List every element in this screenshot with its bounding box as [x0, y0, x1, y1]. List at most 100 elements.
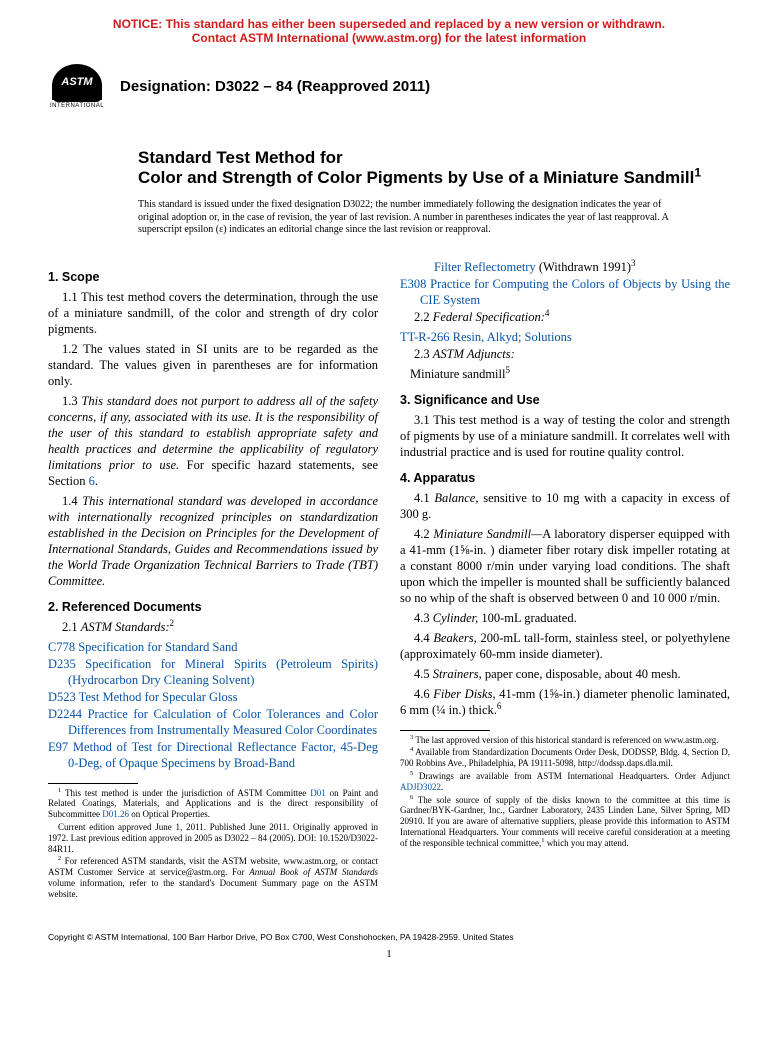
document-page: NOTICE: This standard has either been su… [0, 0, 778, 984]
designation-text: Designation: D3022 – 84 (Reapproved 2011… [120, 78, 430, 95]
ref-d235: D235 Specification for Mineral Spirits (… [48, 656, 378, 688]
t: This test method is under the jurisdicti… [61, 788, 310, 798]
t: 4.5 [414, 667, 433, 681]
refs-head: 2. Referenced Documents [48, 599, 378, 615]
footnote-6: 6 The sole source of supply of the disks… [400, 795, 730, 849]
t: Miniature Sandmill— [433, 527, 542, 541]
link-d523[interactable]: D523 [48, 690, 76, 704]
app-4-6: 4.6 Fiber Disks, 41-mm (1⅝-in.) diameter… [400, 686, 730, 718]
t: 4.3 [414, 611, 433, 625]
t: Federal Specification: [433, 310, 545, 324]
t: Drawings are available from ASTM Interna… [413, 771, 730, 781]
t: . [95, 474, 98, 488]
footnote-2: 2 For referenced ASTM standards, visit t… [48, 856, 378, 899]
title-line2: Color and Strength of Color Pigments by … [138, 168, 694, 187]
footnote-rule-right [400, 730, 490, 731]
ref-d523: D523 Test Method for Specular Gloss [48, 689, 378, 705]
t[interactable]: Test Method for Specular Gloss [76, 690, 238, 704]
t: paper cone, disposable, about 40 mesh. [482, 667, 681, 681]
refs-2-1: 2.1 ASTM Standards:2 [48, 619, 378, 635]
t: 4.6 [414, 687, 433, 701]
body-columns: 1. Scope 1.1 This test method covers the… [48, 259, 730, 902]
t: Miniature sandmill [410, 367, 505, 381]
notice-line2: Contact ASTM International (www.astm.org… [192, 31, 586, 45]
link-ttr266[interactable]: TT-R-266 [400, 330, 450, 344]
t: 1.3 [62, 394, 81, 408]
t: 2 [170, 617, 175, 627]
app-4-5: 4.5 Strainers, paper cone, disposable, a… [400, 666, 730, 682]
link-d01[interactable]: D01 [310, 788, 326, 798]
t: 4.1 [414, 491, 434, 505]
app-4-4: 4.4 Beakers, 200-mL tall-form, stainless… [400, 630, 730, 662]
link-d235[interactable]: D235 [48, 657, 76, 671]
t: The last approved version of this histor… [413, 735, 718, 745]
app-head: 4. Apparatus [400, 470, 730, 486]
t: Fiber Disks, [433, 687, 495, 701]
notice-line1: NOTICE: This standard has either been su… [113, 17, 665, 31]
t: 100-mL graduated. [478, 611, 576, 625]
t: 4.4 [414, 631, 433, 645]
scope-1-2: 1.2 The values stated in SI units are to… [48, 341, 378, 389]
scope-1-1: 1.1 This test method covers the determin… [48, 289, 378, 337]
app-4-2: 4.2 Miniature Sandmill—A laboratory disp… [400, 526, 730, 606]
t: Balance, [434, 491, 478, 505]
link-e308[interactable]: E308 [400, 277, 426, 291]
logo-text-astm: ASTM [61, 76, 92, 88]
ref-ttr266: TT-R-266 Resin, Alkyd; Solutions [400, 329, 730, 345]
t[interactable]: Practice for Calculation of Color Tolera… [68, 707, 378, 737]
t: 4.2 [414, 527, 433, 541]
t[interactable]: Practice for Computing the Colors of Obj… [420, 277, 730, 307]
footnote-3: 3 The last approved version of this hist… [400, 735, 730, 746]
t: Annual Book of ASTM Standards [249, 867, 378, 877]
scope-head: 1. Scope [48, 269, 378, 285]
app-4-3: 4.3 Cylinder, 100-mL graduated. [400, 610, 730, 626]
footnote-1-p2: Current edition approved June 1, 2011. P… [48, 822, 378, 854]
refs-2-3: 2.3 ASTM Adjuncts: [400, 346, 730, 362]
scope-1-3: 1.3 This standard does not purport to ad… [48, 393, 378, 489]
t: volume information, refer to the standar… [48, 878, 378, 899]
title-sup: 1 [694, 166, 701, 180]
scope-1-4: 1.4 This international standard was deve… [48, 493, 378, 589]
link-d0126[interactable]: D01.26 [102, 809, 129, 819]
footnote-rule-left [48, 783, 138, 784]
column-left: 1. Scope 1.1 This test method covers the… [48, 259, 378, 902]
link-e97[interactable]: E97 [48, 740, 68, 754]
designation: Designation: D3022 – 84 (Reapproved 2011… [120, 78, 430, 95]
t: 6 [497, 700, 502, 710]
t: . [441, 782, 443, 792]
app-4-1: 4.1 Balance, sensitive to 10 mg with a c… [400, 490, 730, 522]
t: 3 [631, 257, 636, 267]
link-d2244[interactable]: D2244 [48, 707, 82, 721]
t: 2.2 [414, 310, 433, 324]
ref-d2244: D2244 Practice for Calculation of Color … [48, 706, 378, 738]
link-adjd3022[interactable]: ADJD3022 [400, 782, 441, 792]
t: on Optical Properties. [129, 809, 210, 819]
ref-adjunct: Miniature sandmill5 [400, 366, 730, 382]
t: Beakers, [433, 631, 476, 645]
t[interactable]: Method of Test for Directional Reflectan… [68, 740, 378, 770]
sig-head: 3. Significance and Use [400, 392, 730, 408]
footnote-5: 5 Drawings are available from ASTM Inter… [400, 771, 730, 793]
ref-c778: C778 Specification for Standard Sand [48, 639, 378, 655]
ref-e97-cont: Filter Reflectometry (Withdrawn 1991)3 [400, 259, 730, 275]
t: 2.1 [62, 620, 81, 634]
title-line1: Standard Test Method for [138, 148, 343, 167]
t[interactable]: Specification for Standard Sand [75, 640, 237, 654]
sig-3-1: 3.1 This test method is a way of testing… [400, 412, 730, 460]
link-c778[interactable]: C778 [48, 640, 75, 654]
logo-text-intl: INTERNATIONAL [50, 103, 104, 109]
copyright: Copyright © ASTM International, 100 Barr… [48, 932, 730, 942]
t[interactable]: Resin, Alkyd; Solutions [450, 330, 572, 344]
t[interactable]: Specification for Mineral Spirits (Petro… [68, 657, 378, 687]
notice-banner: NOTICE: This standard has either been su… [48, 18, 730, 46]
footnote-1: 1 This test method is under the jurisdic… [48, 788, 378, 820]
link-filter-refl[interactable]: Filter Reflectometry [434, 260, 536, 274]
ref-e97: E97 Method of Test for Directional Refle… [48, 739, 378, 771]
t: Available from Standardization Documents… [400, 747, 730, 768]
t: (Withdrawn 1991) [536, 260, 631, 274]
t: Cylinder, [433, 611, 478, 625]
issuance-note: This standard is issued under the fixed … [138, 199, 682, 237]
refs-2-2: 2.2 Federal Specification:4 [400, 309, 730, 325]
t: This international standard was develope… [48, 494, 378, 588]
t: 2.3 [414, 347, 433, 361]
